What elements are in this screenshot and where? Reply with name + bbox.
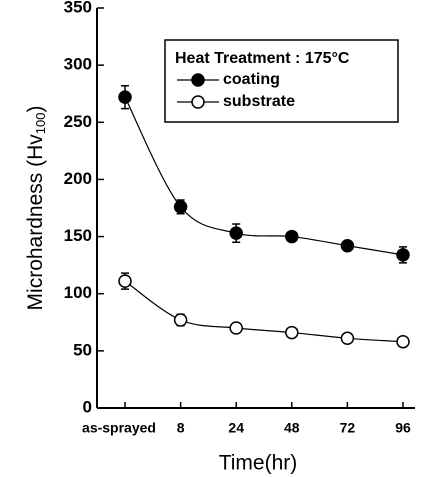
y-tick-label: 100 (64, 283, 92, 302)
marker (173, 200, 188, 214)
x-tick-label: 48 (284, 420, 300, 436)
y-label-main: Microhardness (Hv (24, 134, 47, 311)
legend-label: coating (223, 71, 280, 88)
y-tick-label: 150 (64, 226, 92, 245)
legend-marker (191, 95, 205, 109)
y-tick-label: 250 (64, 112, 92, 131)
y-tick-label: 50 (73, 340, 92, 359)
y-tick-label: 350 (64, 0, 92, 16)
y-label-subscript: 100 (33, 113, 48, 135)
legend-marker (191, 73, 205, 87)
marker (396, 248, 410, 262)
marker (229, 321, 243, 335)
series-line (124, 280, 404, 343)
marker (173, 313, 188, 327)
legend-label: substrate (223, 93, 295, 110)
x-tick-label: 96 (395, 420, 411, 436)
marker (229, 226, 243, 240)
marker (396, 334, 410, 349)
y-tick-label: 300 (64, 55, 92, 74)
y-tick-label: 0 (83, 397, 92, 416)
x-tick-label: 24 (228, 420, 244, 436)
marker (340, 238, 355, 253)
x-tick-label: as-sprayed (82, 420, 156, 436)
marker (118, 274, 132, 288)
marker (285, 229, 299, 244)
y-axis-label: Microhardness (Hv100) (24, 106, 49, 311)
y-tick-label: 200 (64, 169, 92, 188)
x-axis-label: Time(hr) (219, 452, 298, 475)
marker (285, 325, 299, 340)
y-label-end: ) (24, 106, 47, 113)
x-tick-label: 8 (177, 420, 185, 436)
marker (340, 331, 355, 346)
marker (118, 90, 132, 104)
legend-title: Heat Treatment : 175°C (175, 50, 350, 67)
x-tick-label: 72 (340, 420, 356, 436)
